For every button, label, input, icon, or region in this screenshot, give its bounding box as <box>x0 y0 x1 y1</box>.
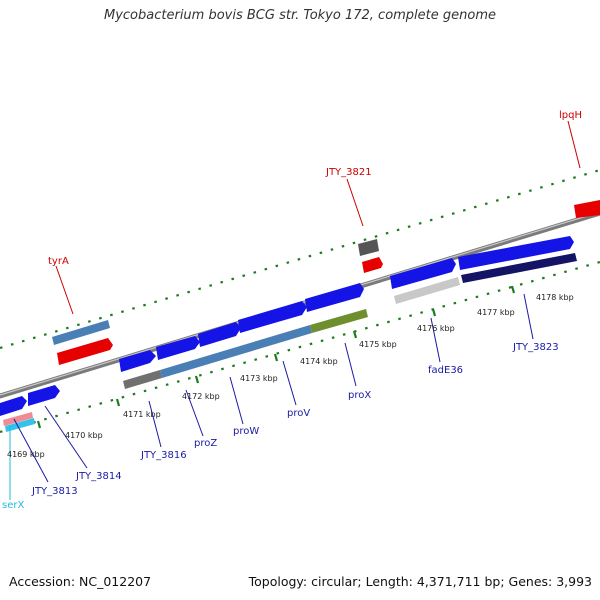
leader-proZ <box>185 389 204 437</box>
leader-jty3813 <box>13 418 49 483</box>
label-proZ[interactable]: proZ <box>194 438 217 449</box>
accession-text: Accession: NC_012207 <box>9 574 152 589</box>
cds-jty3823[interactable] <box>458 236 574 270</box>
label-jty3823[interactable]: JTY_3823 <box>512 342 559 353</box>
cds-proZ[interactable] <box>156 336 200 360</box>
tick-label: 4175 kbp <box>359 340 397 349</box>
leader-lpqH <box>567 120 581 169</box>
label-serX[interactable]: serX <box>2 500 24 511</box>
cds-fadE36[interactable] <box>390 258 456 289</box>
major-tick <box>431 308 437 317</box>
tick-label: 4171 kbp <box>123 410 161 419</box>
major-tick <box>115 398 121 407</box>
map-title: Mycobacterium bovis BCG str. Tokyo 172, … <box>104 8 496 23</box>
gene-lpqH-red[interactable] <box>574 200 600 218</box>
label-proW[interactable]: proW <box>233 426 259 437</box>
gene-tyrA-band <box>52 320 110 345</box>
gene-band-navy <box>461 253 577 283</box>
cds-proX[interactable] <box>305 283 364 312</box>
gene-band-olive <box>310 309 368 333</box>
forward-strand-features <box>0 236 574 416</box>
tick-label: 4170 kbp <box>65 431 103 440</box>
label-jty3816[interactable]: JTY_3816 <box>140 450 187 461</box>
leader-jty3814 <box>44 405 88 469</box>
leader-jty3823 <box>523 293 534 340</box>
label-lpqH[interactable]: lpqH <box>559 110 582 121</box>
major-tick <box>273 353 279 362</box>
gene-band-steelblue <box>160 325 312 378</box>
label-fadE36[interactable]: fadE36 <box>428 365 463 376</box>
gene-jty3821-red[interactable] <box>362 257 383 273</box>
major-tick <box>352 330 358 339</box>
major-tick <box>36 420 42 429</box>
cds-proV[interactable] <box>238 301 307 333</box>
leader-jty3816 <box>148 400 162 448</box>
major-tick <box>194 375 200 384</box>
gene-labels: tyrA JTY_3821 lpqH serX JTY_3813 JTY_381… <box>2 110 582 511</box>
trna-serX-band-bottom <box>5 418 35 432</box>
leader-proX <box>344 342 357 387</box>
leader-proV <box>282 360 297 406</box>
trna-serX-band-top <box>3 412 33 426</box>
cds-jty3816[interactable] <box>119 350 156 372</box>
label-proX[interactable]: proX <box>348 390 371 401</box>
genome-summary-text: Topology: circular; Length: 4,371,711 bp… <box>248 574 592 589</box>
tick-label: 4173 kbp <box>240 374 278 383</box>
gene-jty3821-gray <box>358 239 379 256</box>
gene-band-silver <box>394 277 460 304</box>
label-tyrA[interactable]: tyrA <box>48 256 69 267</box>
tick-label: 4169 kbp <box>7 450 45 459</box>
tick-label: 4176 kbp <box>417 324 455 333</box>
leader-tyrA <box>55 265 74 315</box>
cds-proW[interactable] <box>198 322 241 347</box>
leader-fadE36 <box>430 317 441 363</box>
tick-label: 4178 kbp <box>536 293 574 302</box>
major-tick <box>510 285 516 294</box>
tick-label: 4172 kbp <box>182 392 220 401</box>
label-leaders <box>9 120 581 500</box>
leader-jty3821 <box>346 178 364 227</box>
tick-labels: 4169 kbp 4170 kbp 4171 kbp 4172 kbp 4173… <box>7 293 574 459</box>
label-jty3813[interactable]: JTY_3813 <box>31 486 78 497</box>
gene-band-gray <box>123 370 162 389</box>
label-jty3821[interactable]: JTY_3821 <box>325 167 372 178</box>
feature-track-bands <box>3 200 600 432</box>
leader-proW <box>229 376 244 425</box>
gene-tyrA-red[interactable] <box>57 338 113 365</box>
major-ticks <box>36 285 516 429</box>
cds-jty3813[interactable] <box>0 396 27 416</box>
tick-label: 4174 kbp <box>300 357 338 366</box>
label-proV[interactable]: proV <box>287 408 310 419</box>
outer-ruler <box>0 168 600 350</box>
tick-label: 4177 kbp <box>477 308 515 317</box>
label-jty3814[interactable]: JTY_3814 <box>75 471 122 482</box>
inner-ruler <box>0 260 600 434</box>
cds-jty3814[interactable] <box>28 385 60 406</box>
